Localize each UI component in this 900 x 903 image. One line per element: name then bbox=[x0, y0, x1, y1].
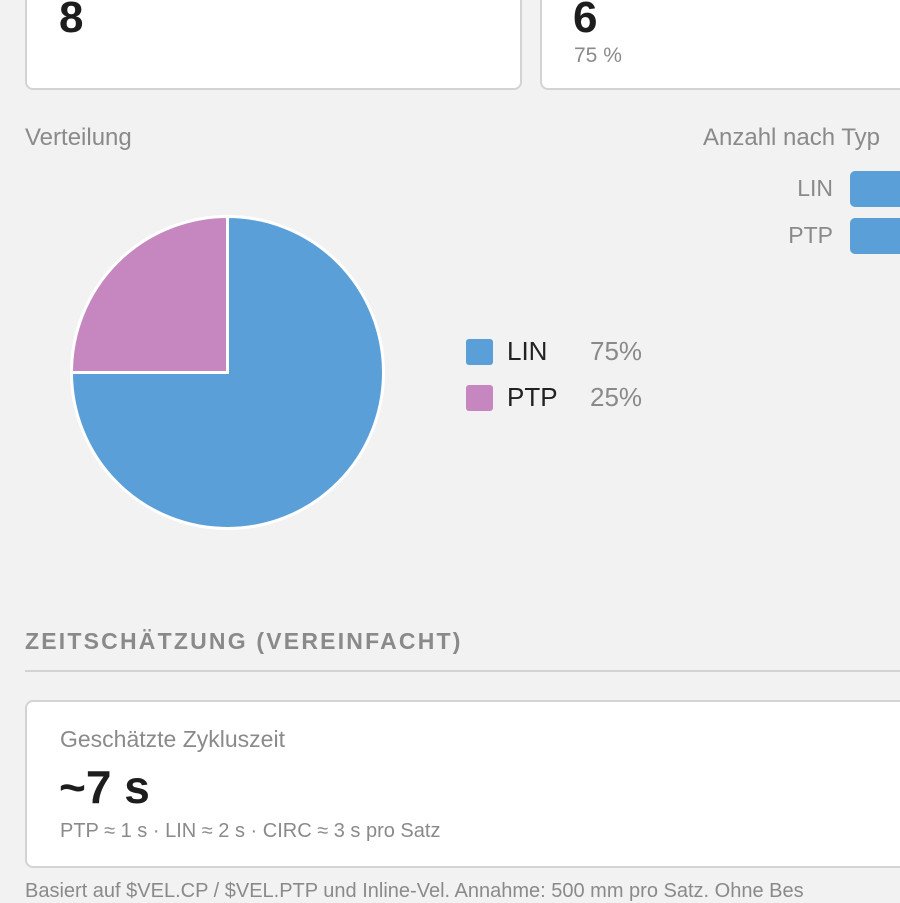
legend-swatch-lin bbox=[466, 339, 493, 365]
cycle-time-label: Geschätzte Zykluszeit bbox=[60, 726, 285, 752]
legend-swatch-ptp bbox=[466, 385, 493, 411]
stat-share-value: 6 bbox=[573, 0, 598, 42]
distribution-label: Verteilung bbox=[25, 124, 132, 151]
stat-card-total: 8 bbox=[25, 0, 522, 90]
bar-ptp bbox=[850, 218, 900, 254]
pie-slice-ptp bbox=[70, 215, 229, 374]
bar-label-ptp: PTP bbox=[788, 222, 833, 248]
cycle-time-value: ~7 s bbox=[59, 761, 150, 813]
time-estimate-heading: ZEITSCHÄTZUNG (VEREINFACHT) bbox=[25, 628, 463, 654]
stat-share-percent: 75 % bbox=[574, 44, 622, 67]
count-by-type-label: Anzahl nach Typ bbox=[702, 124, 880, 151]
pie-slice-lin bbox=[70, 215, 385, 530]
legend-name-lin: LIN bbox=[507, 336, 548, 366]
cycle-time-card: Geschätzte Zykluszeit ~7 s PTP ≈ 1 s · L… bbox=[25, 700, 900, 868]
bar-lin bbox=[850, 171, 900, 207]
stat-total-value: 8 bbox=[59, 0, 84, 42]
estimate-footnote: Basiert auf $VEL.CP / $VEL.PTP und Inlin… bbox=[25, 880, 804, 902]
distribution-pie-chart bbox=[70, 215, 385, 530]
section-divider bbox=[25, 670, 900, 672]
bar-label-lin: LIN bbox=[797, 175, 833, 201]
stat-card-share: 6 75 % bbox=[540, 0, 900, 90]
legend-pct-ptp: 25% bbox=[590, 382, 643, 412]
cycle-time-detail: PTP ≈ 1 s · LIN ≈ 2 s · CIRC ≈ 3 s pro S… bbox=[60, 820, 441, 842]
legend-pct-lin: 75% bbox=[590, 336, 643, 366]
legend-name-ptp: PTP bbox=[507, 382, 558, 412]
